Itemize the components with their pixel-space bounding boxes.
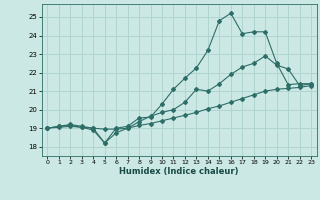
X-axis label: Humidex (Indice chaleur): Humidex (Indice chaleur) xyxy=(119,167,239,176)
